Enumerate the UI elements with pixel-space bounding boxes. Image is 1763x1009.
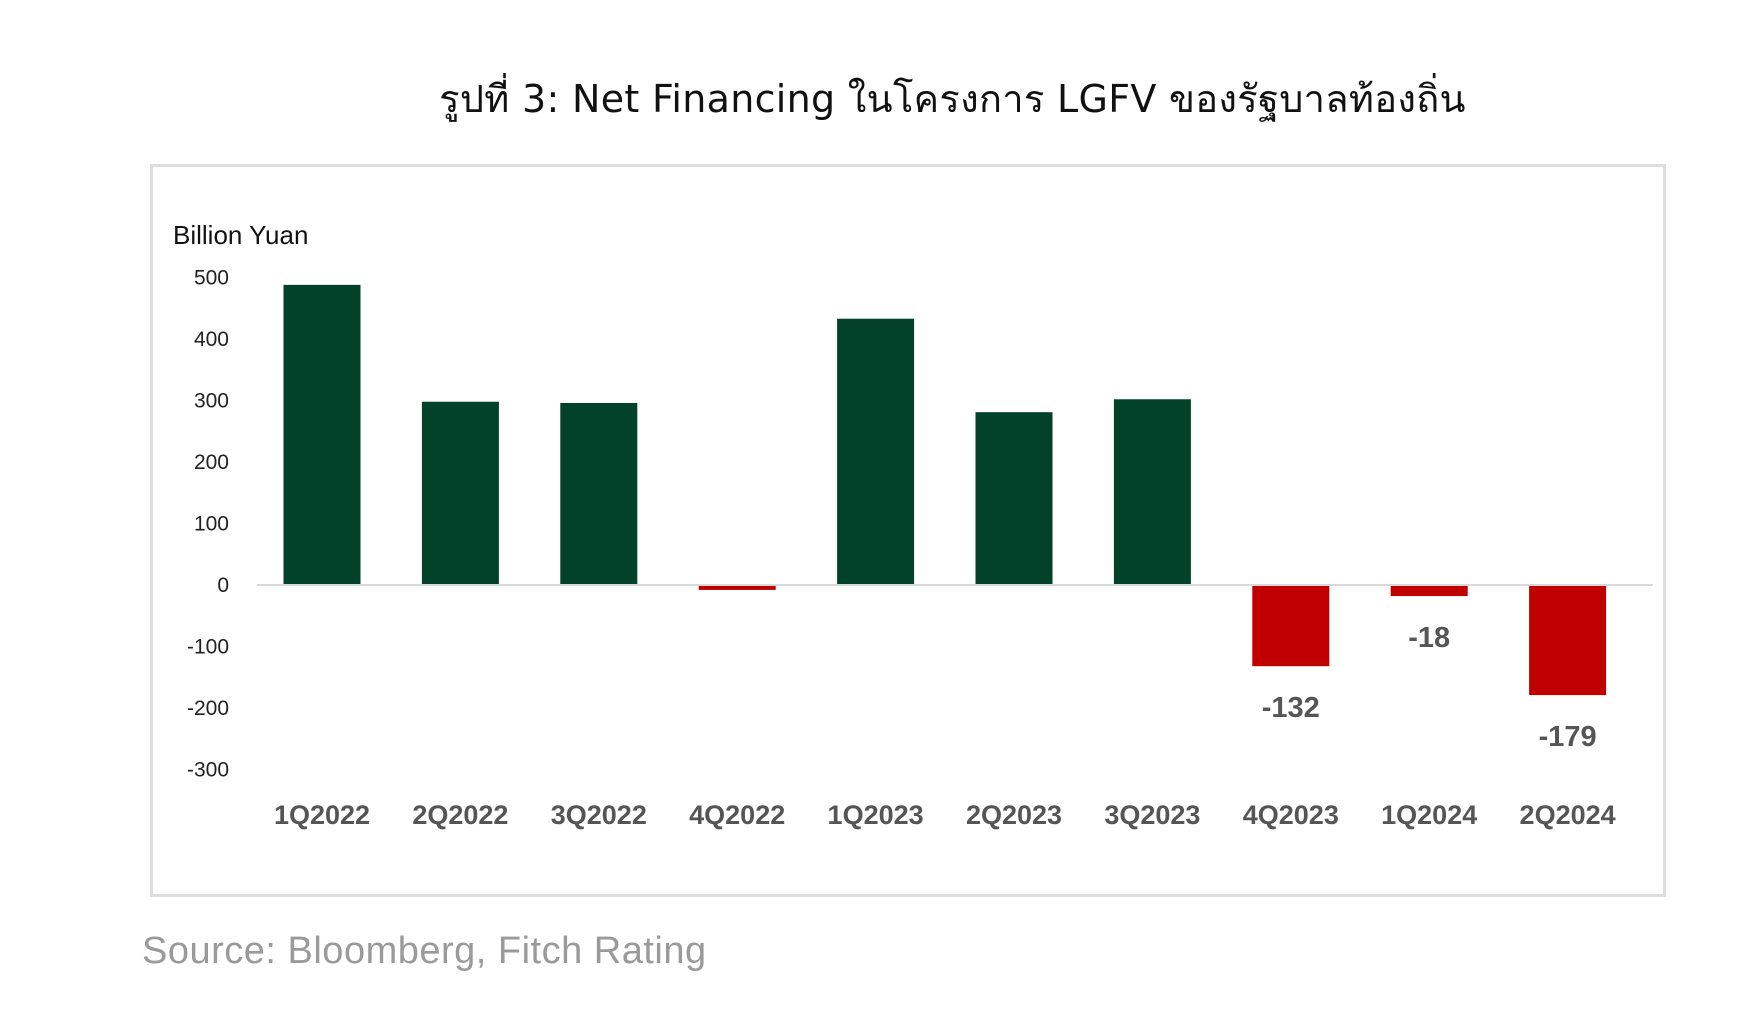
- x-tick-label: 2Q2022: [412, 800, 508, 830]
- x-tick-label: 4Q2023: [1243, 800, 1339, 830]
- y-tick-label: 300: [194, 390, 229, 413]
- bar-series: [283, 284, 1607, 696]
- bar-2Q2023: [975, 412, 1053, 585]
- y-tick-label: 500: [194, 267, 229, 290]
- y-tick-label: -200: [187, 697, 229, 720]
- y-axis-ticks: 500 400 300 200 100 0 -100 -200 -300: [187, 267, 229, 782]
- x-axis-ticks: 1Q2022 2Q2022 3Q2022 4Q2022 1Q2023 2Q2023 3Q20…: [274, 800, 1616, 830]
- y-tick-label: -100: [187, 636, 229, 659]
- x-tick-label: 1Q2024: [1381, 800, 1477, 830]
- data-label-2Q2024: -179: [1539, 721, 1597, 753]
- bar-1Q2024: [1390, 585, 1468, 597]
- x-tick-label: 1Q2022: [274, 800, 370, 830]
- x-tick-label: 3Q2022: [551, 800, 647, 830]
- y-tick-label: 100: [194, 513, 229, 536]
- source-note: Source: Bloomberg, Fitch Rating: [142, 930, 707, 972]
- bar-2Q2024: [1529, 585, 1607, 696]
- y-tick-label: -300: [187, 759, 229, 782]
- x-tick-label: 1Q2023: [828, 800, 924, 830]
- x-tick-label: 2Q2023: [966, 800, 1062, 830]
- data-label-4Q2023: -132: [1262, 692, 1320, 724]
- x-tick-label: 2Q2024: [1520, 800, 1616, 830]
- bar-4Q2022: [698, 585, 776, 590]
- data-labels: -132 -18 -179: [1262, 622, 1597, 753]
- bar-3Q2022: [560, 402, 638, 585]
- chart-title: รูปที่ 3: Net Financing ในโครงการ LGFV ข…: [439, 77, 1466, 121]
- y-axis-label: Billion Yuan: [173, 220, 308, 250]
- bar-4Q2023: [1252, 585, 1330, 667]
- chart-frame: Billion Yuan 500 400 300 200 100 0 -100 -200 -30…: [150, 164, 1666, 897]
- bar-3Q2023: [1113, 399, 1191, 585]
- bar-1Q2023: [837, 318, 915, 585]
- x-tick-label: 3Q2023: [1104, 800, 1200, 830]
- bar-2Q2022: [421, 401, 499, 585]
- y-tick-label: 200: [194, 451, 229, 474]
- y-tick-label: 400: [194, 328, 229, 351]
- bar-chart: Billion Yuan 500 400 300 200 100 0 -100 -200 -30…: [173, 220, 1653, 830]
- bar-1Q2022: [283, 284, 361, 585]
- data-label-1Q2024: -18: [1408, 622, 1450, 654]
- y-tick-label: 0: [217, 574, 229, 597]
- x-tick-label: 4Q2022: [689, 800, 785, 830]
